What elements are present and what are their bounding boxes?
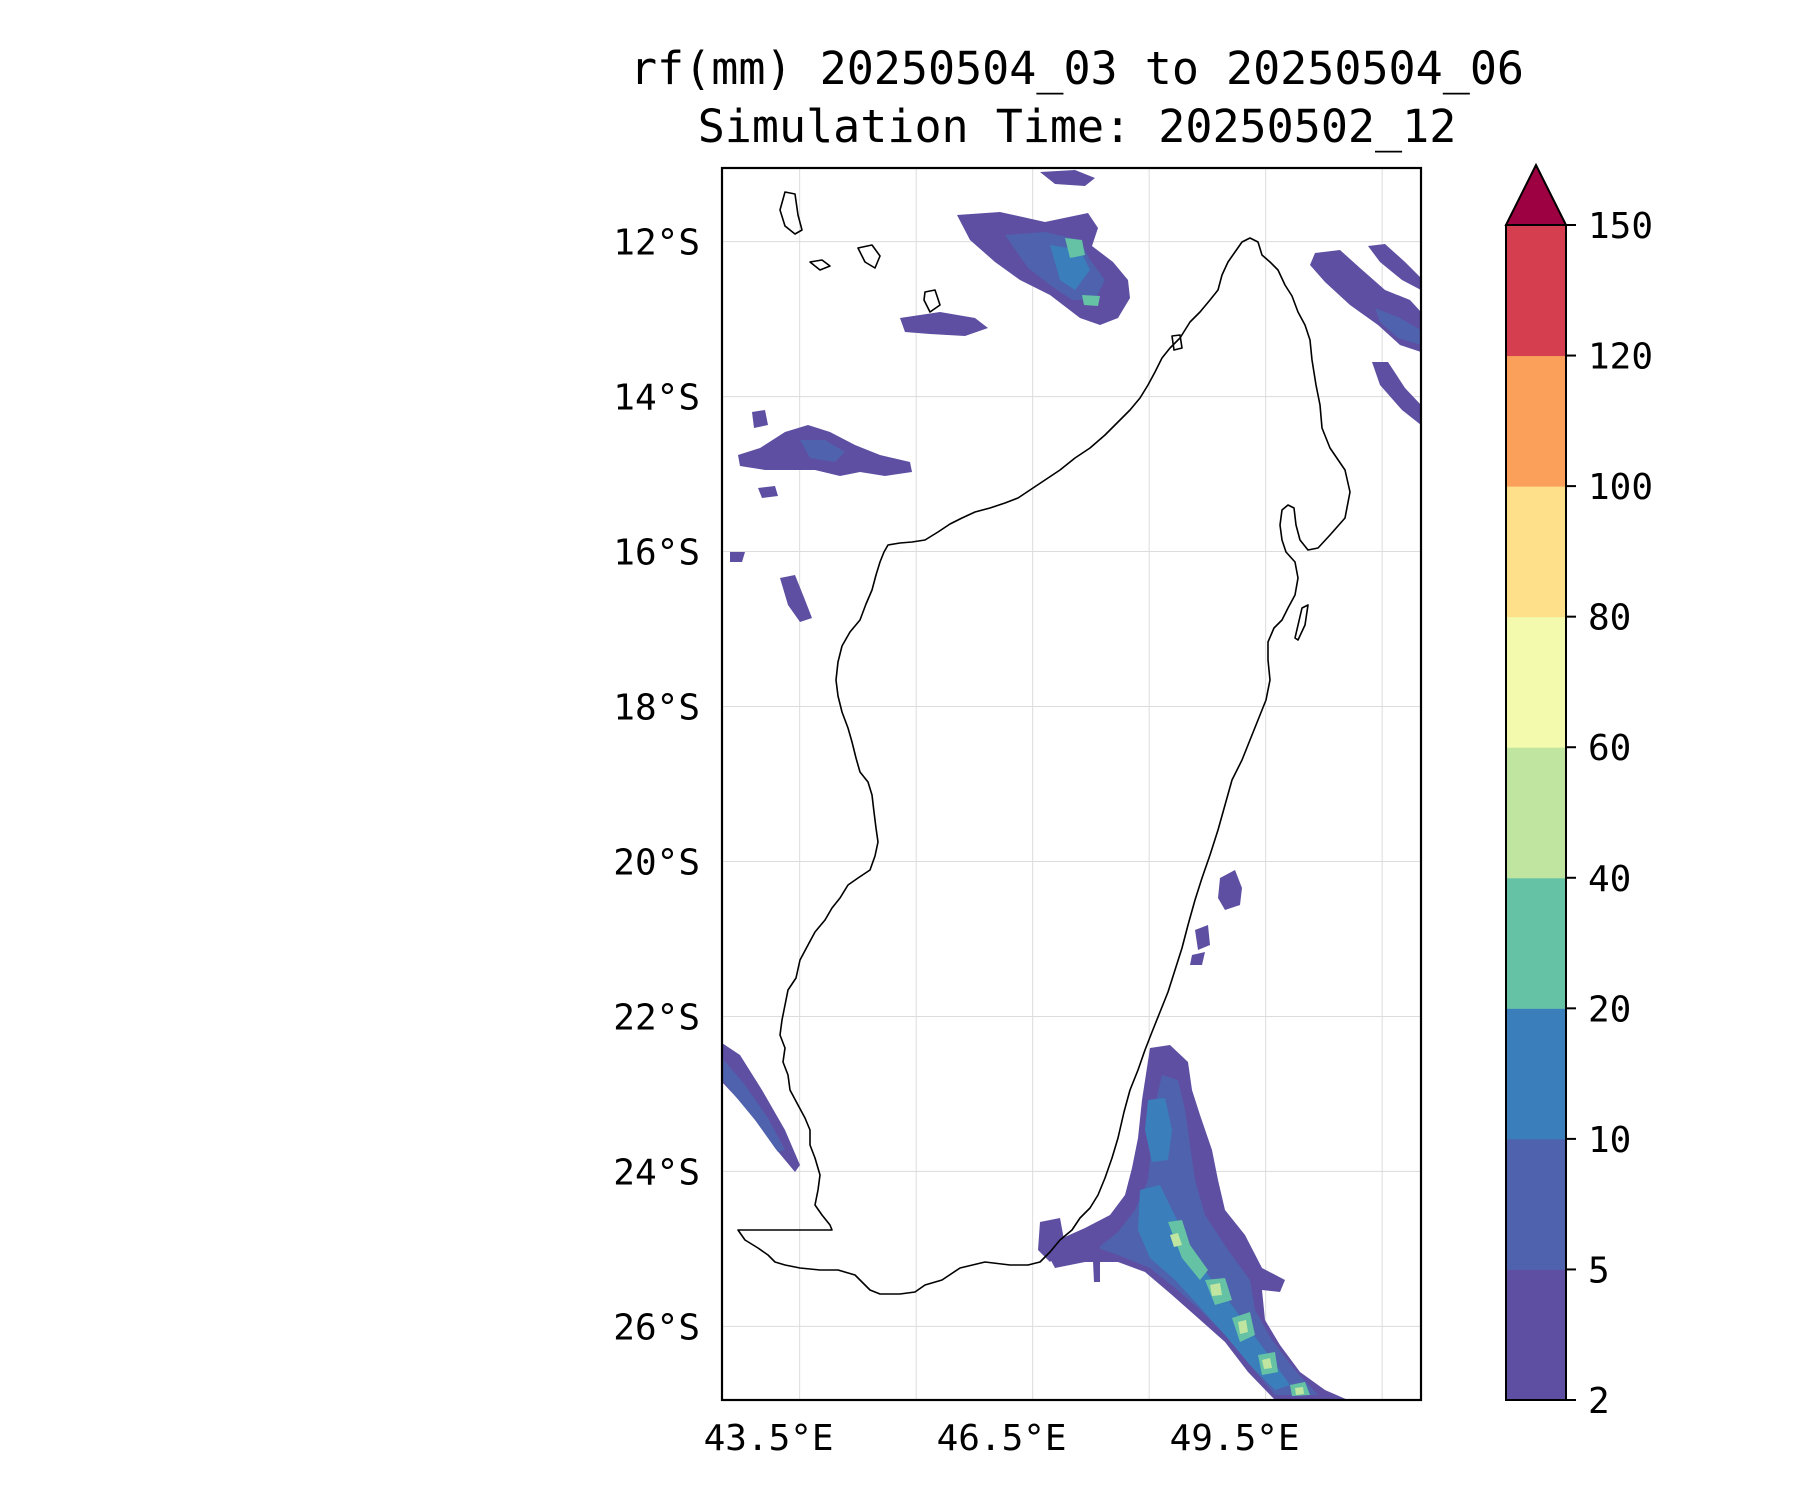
colorbar-tick-label: 150: [1588, 206, 1653, 247]
moheli-coastline: [809, 259, 831, 271]
lon-tick-label: 43.5°E: [704, 1418, 834, 1459]
title-line-1: rf(mm) 20250504_03 to 20250504_06: [629, 42, 1525, 95]
lat-tick-label: 16°S: [613, 533, 700, 574]
lat-tick-label: 22°S: [613, 997, 700, 1038]
rain-area: [722, 1043, 800, 1172]
lat-tick-label: 24°S: [613, 1152, 700, 1193]
rain-area: [1145, 1098, 1172, 1162]
rain-area: [1218, 870, 1242, 910]
longitude-ticks: 43.5°E 46.5°E 49.5°E: [704, 1418, 1300, 1459]
colorbar: 2 5 10 20 40 60 80 100 120 150: [1504, 162, 1653, 1422]
rain-area: [1372, 362, 1421, 425]
rain-area: [1238, 1320, 1248, 1334]
lat-tick-label: 26°S: [613, 1307, 700, 1348]
rain-area: [1170, 1233, 1182, 1247]
map-panel: [720, 166, 1423, 1402]
rain-area: [780, 575, 812, 622]
lat-tick-label: 20°S: [613, 842, 700, 883]
colorbar-tick-label: 120: [1588, 337, 1653, 378]
colorbar-tick-label: 5: [1588, 1250, 1610, 1291]
lon-tick-label: 49.5°E: [1170, 1418, 1300, 1459]
coastline: [737, 191, 1351, 1295]
colorbar-extend-arrow: [1504, 162, 1568, 226]
map-frame: [720, 166, 1423, 1402]
lon-tick-label: 46.5°E: [937, 1418, 1067, 1459]
rain-area: [722, 1058, 785, 1152]
lat-tick-label: 14°S: [613, 378, 700, 419]
colorbar-segment: [1506, 1138, 1566, 1270]
rain-area: [1092, 1240, 1100, 1282]
colorbar-segment: [1506, 225, 1566, 357]
rain-area: [730, 552, 745, 562]
colorbar-segment: [1506, 486, 1566, 618]
colorbar-tick-label: 80: [1588, 598, 1631, 639]
madagascar-coastline: [737, 237, 1351, 1295]
sainte-marie-coastline: [1294, 604, 1309, 641]
rain-area: [1368, 244, 1421, 290]
rain-area: [758, 486, 778, 498]
title-line-2: Simulation Time: 20250502_12: [697, 100, 1457, 153]
rain-area: [1375, 308, 1421, 345]
grande-comore-coastline: [779, 191, 803, 235]
colorbar-segment: [1506, 355, 1566, 487]
rain-area: [1038, 1218, 1065, 1262]
rainfall-fields: [722, 170, 1421, 1400]
rain-area: [1262, 1358, 1272, 1369]
colorbar-tick-label: 100: [1588, 467, 1653, 508]
mayotte-coastline: [1171, 334, 1183, 351]
rain-area: [1050, 245, 1090, 290]
rain-area: [1065, 238, 1085, 258]
rain-area: [1040, 170, 1095, 186]
colorbar-segment: [1506, 1269, 1566, 1401]
rain-area: [1190, 952, 1205, 965]
rain-area: [1195, 925, 1210, 950]
rain-area: [1210, 1283, 1222, 1296]
map-title: rf(mm) 20250504_03 to 20250504_06 Simula…: [577, 40, 1577, 156]
lat-tick-label: 12°S: [613, 223, 700, 264]
colorbar-tick-label: 40: [1588, 859, 1631, 900]
lat-tick-label: 18°S: [613, 688, 700, 729]
colorbar-tick-label: 60: [1588, 728, 1631, 769]
rain-area: [900, 312, 988, 336]
latitude-ticks: 12°S 14°S 16°S 18°S 20°S 22°S 24°S 26°S: [613, 223, 700, 1349]
rain-area: [800, 440, 845, 462]
gridlines: [722, 168, 1421, 1400]
colorbar-tick-label: 2: [1588, 1381, 1610, 1422]
colorbar-tick-label: 20: [1588, 989, 1631, 1030]
colorbar-tick-label: 10: [1588, 1120, 1631, 1161]
rain-area: [752, 410, 768, 428]
rain-area: [1082, 295, 1100, 306]
colorbar-segment: [1506, 616, 1566, 748]
mayotte-island-coastline: [923, 289, 941, 313]
anjouan-coastline: [857, 244, 881, 269]
colorbar-segment: [1506, 877, 1566, 1009]
rain-area: [1295, 1387, 1304, 1395]
colorbar-segment: [1506, 1008, 1566, 1140]
colorbar-frame: [1505, 224, 1567, 1401]
colorbar-segment: [1506, 747, 1566, 879]
